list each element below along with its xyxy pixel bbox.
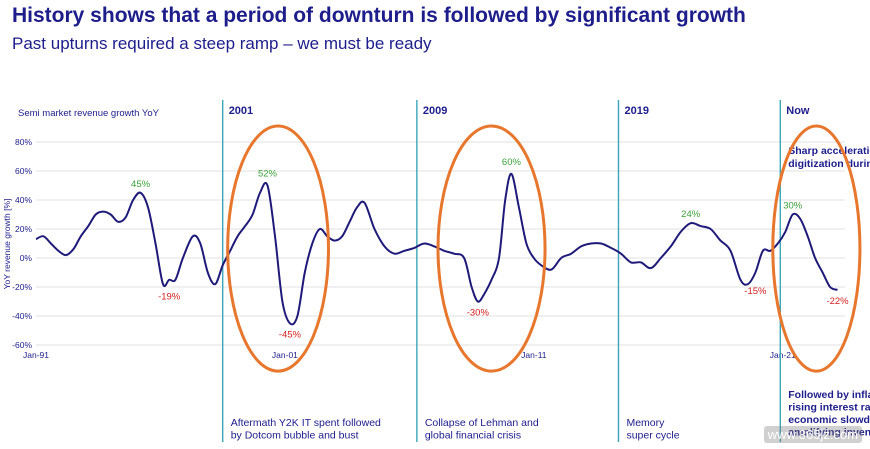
y-tick-label: -20%: [12, 282, 32, 292]
peak-label: 24%: [681, 209, 701, 220]
period-label: Now: [786, 105, 810, 117]
trough-label: -30%: [467, 308, 490, 319]
chart-title: Semi market revenue growth YoY: [18, 108, 160, 119]
trough-label: -45%: [279, 329, 302, 340]
peak-label: 52%: [258, 169, 278, 180]
y-tick-label: 20%: [15, 224, 32, 234]
y-tick-label: 40%: [15, 195, 32, 205]
period-note-line: Collapse of Lehman and: [425, 417, 539, 429]
peak-label: 45%: [131, 179, 151, 190]
y-tick-label: -60%: [12, 340, 32, 350]
y-tick-label: 0%: [20, 253, 33, 263]
x-tick-label: Jan-11: [521, 350, 547, 360]
y-axis-label: YoY revenue growth [%]: [2, 199, 12, 290]
trough-label: -19%: [158, 292, 181, 303]
highlight-ellipse: [436, 124, 547, 373]
page-title: History shows that a period of downturn …: [12, 4, 746, 27]
trough-label: -15%: [744, 286, 767, 297]
highlight-ellipse: [226, 124, 330, 373]
peak-label: 30%: [783, 201, 803, 212]
covid-callout-line: Sharp acceleration of: [788, 145, 870, 157]
x-tick-label: Jan-01: [272, 350, 298, 360]
peak-label: 60%: [502, 157, 522, 168]
period-label: 2019: [624, 105, 648, 117]
period-note-line: rising interest rates,: [788, 402, 870, 414]
highlight-ellipse: [771, 124, 862, 373]
period-note-line: amplifying inventory: [788, 427, 870, 439]
covid-callout-line: digitization during COVID…: [788, 158, 870, 170]
period-note-line: economic slowdown,: [788, 414, 870, 426]
revenue-growth-line: [35, 172, 838, 326]
x-tick-label: Jan-21: [770, 350, 796, 360]
y-tick-label: -40%: [12, 311, 32, 321]
period-note-line: Followed by inflation,: [788, 389, 870, 401]
period-note-line: by Dotcom bubble and bust: [231, 430, 359, 442]
y-tick-label: 80%: [15, 137, 32, 147]
y-tick-label: 60%: [15, 166, 32, 176]
period-note-line: Memory: [626, 417, 665, 429]
period-label: 2001: [229, 105, 253, 117]
x-tick-label: Jan-91: [23, 350, 49, 360]
period-note-line: super cycle: [626, 430, 679, 442]
trough-label: -22%: [826, 296, 849, 307]
period-note-line: Aftermath Y2K IT spent followed: [231, 417, 381, 429]
period-note-line: global financial crisis: [425, 430, 521, 442]
watermark: www.365jz.com: [763, 426, 862, 443]
page-subtitle: Past upturns required a steep ramp – we …: [12, 34, 432, 53]
period-label: 2009: [423, 105, 447, 117]
